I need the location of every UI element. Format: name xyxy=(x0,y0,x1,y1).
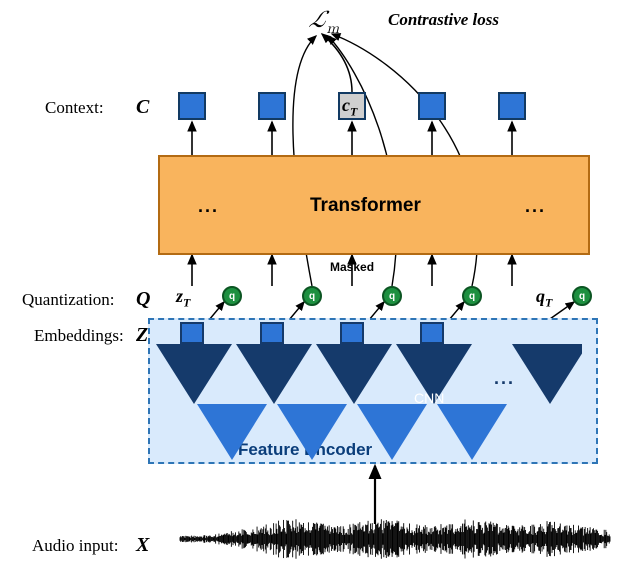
cnn-trapezoid xyxy=(236,344,312,404)
cnn-trapezoid xyxy=(316,344,392,404)
context-box xyxy=(178,92,206,120)
context-box xyxy=(498,92,526,120)
quant-circle: q xyxy=(222,286,242,306)
z-sub: T xyxy=(183,296,190,310)
embedding-square xyxy=(180,322,204,344)
q-sub: T xyxy=(545,296,552,310)
quantization-var: Q xyxy=(136,288,150,311)
loss-L: ℒ xyxy=(308,8,326,32)
contrastive-loss-label: Contrastive loss xyxy=(388,10,499,30)
encoder-dots: ... xyxy=(494,368,515,389)
diagram-canvas: ℒm Contrastive loss Context: C cT Transf… xyxy=(0,0,640,585)
context-label: Context: xyxy=(45,98,104,118)
quant-circle: q xyxy=(462,286,482,306)
embedding-square xyxy=(340,322,364,344)
transformer-dots-left: ... xyxy=(198,196,219,217)
z-letter: z xyxy=(176,286,183,306)
masked-c-sub: T xyxy=(350,105,357,119)
loss-sub: m xyxy=(326,21,339,36)
quant-circle: q xyxy=(382,286,402,306)
embedding-square xyxy=(260,322,284,344)
masked-c: c xyxy=(342,95,350,115)
audio-var: X xyxy=(136,534,149,557)
transformer-label: Transformer xyxy=(310,195,421,217)
quant-circle: q xyxy=(572,286,592,306)
context-box xyxy=(258,92,286,120)
audio-label: Audio input: xyxy=(32,536,118,556)
context-var: C xyxy=(136,96,149,119)
embedding-square xyxy=(420,322,444,344)
quant-circle: q xyxy=(302,286,322,306)
context-box xyxy=(418,92,446,120)
embeddings-label: Embeddings: xyxy=(34,326,124,346)
z-var: zT xyxy=(176,286,190,311)
transformer-dots-right: ... xyxy=(525,196,546,217)
q-var: qT xyxy=(536,286,552,311)
loss-symbol: ℒm xyxy=(308,6,339,38)
embeddings-var: Z xyxy=(136,324,148,347)
masked-label: Masked xyxy=(330,260,374,274)
q-letter: q xyxy=(536,286,545,306)
masked-context-var: cT xyxy=(342,95,357,120)
cnn-text: CNN xyxy=(414,390,444,406)
quantization-label: Quantization: xyxy=(22,290,115,310)
cnn-trapezoid xyxy=(156,344,232,404)
